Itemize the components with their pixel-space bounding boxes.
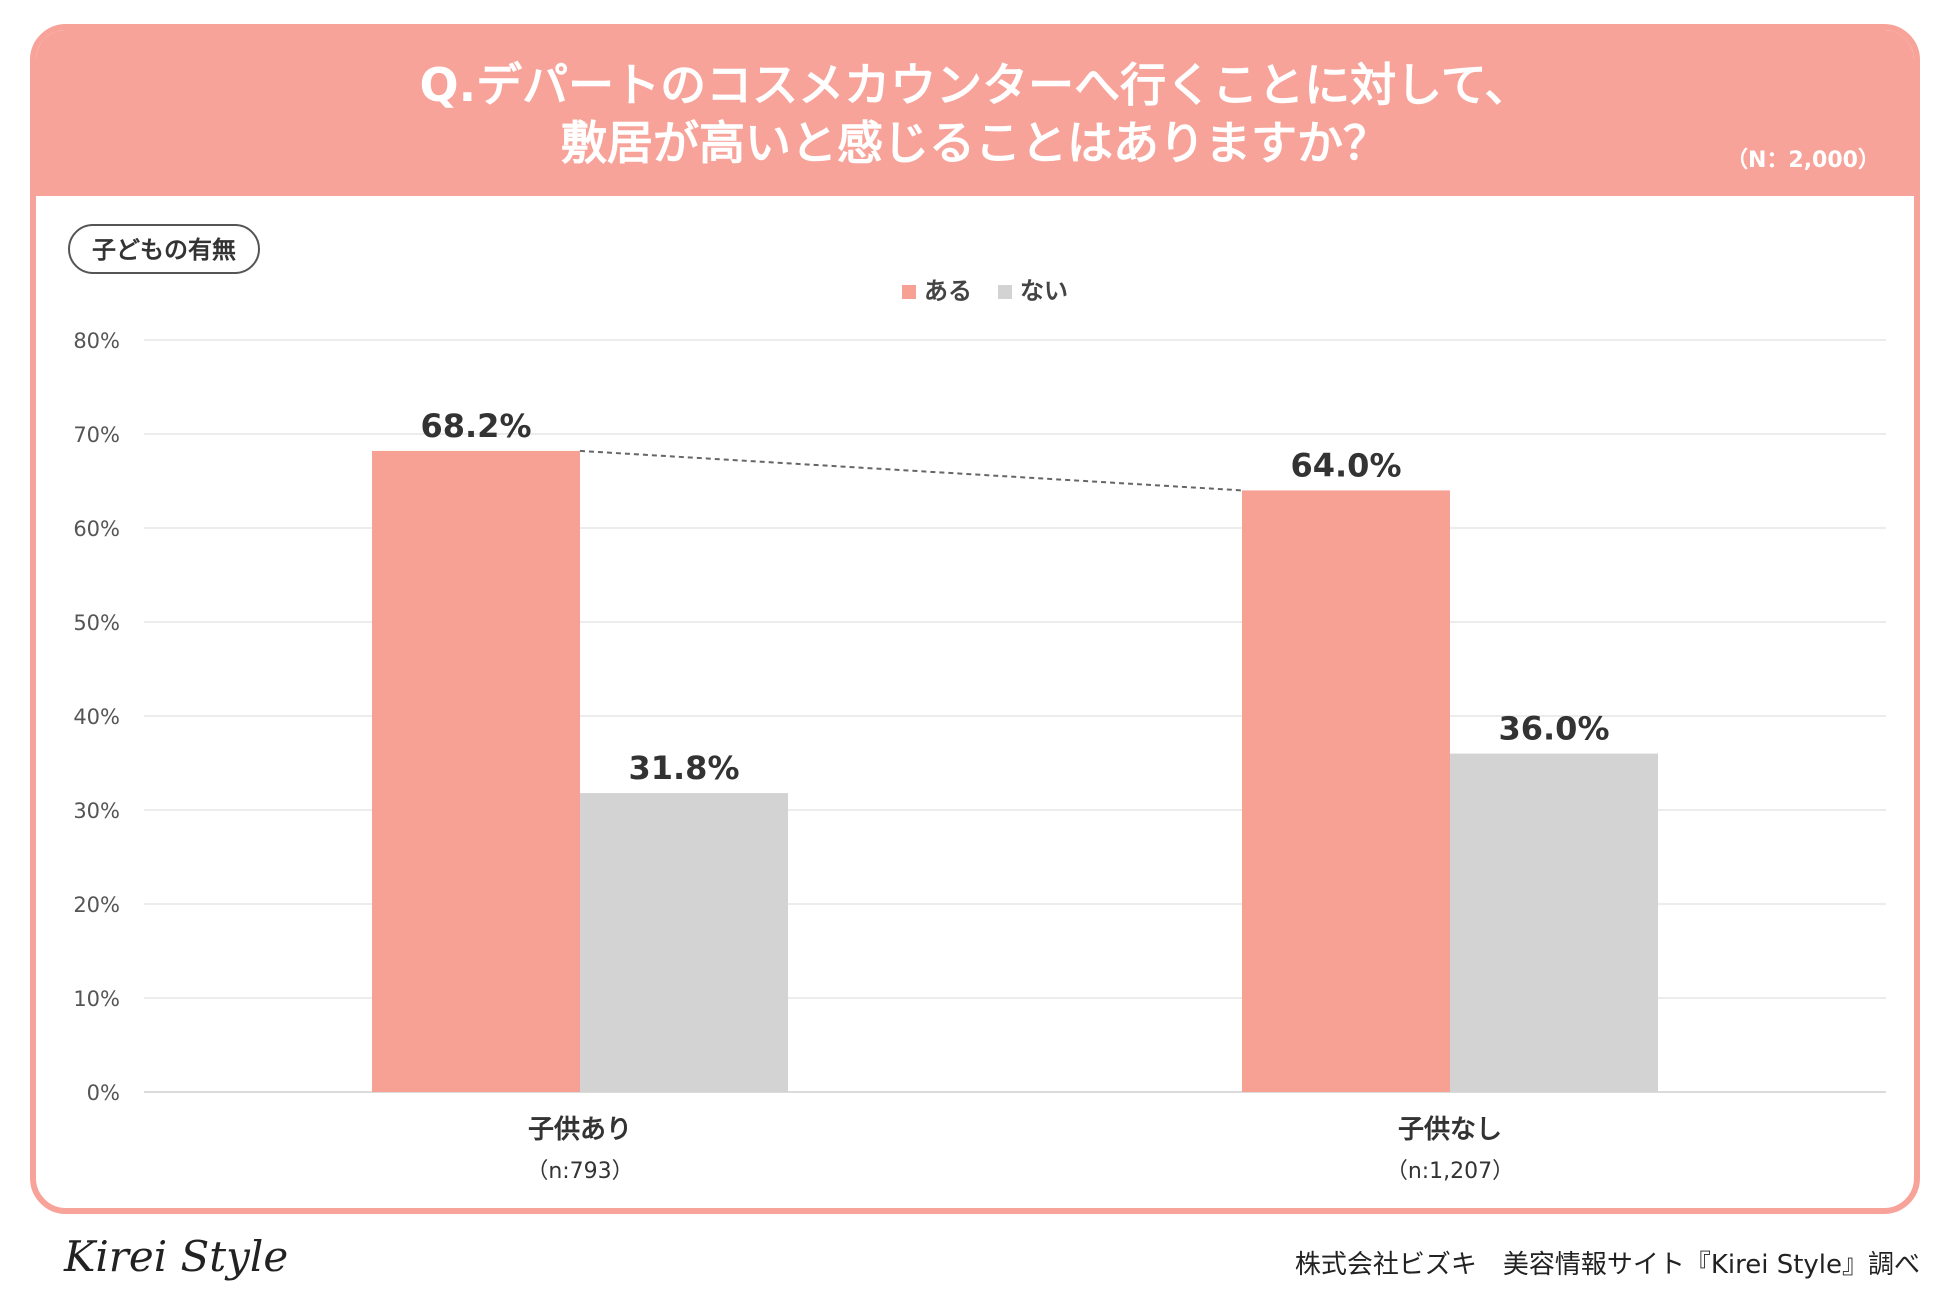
x-category-label: 子供あり bbox=[528, 1115, 632, 1145]
title-banner: Q.デパートのコスメカウンターへ行くことに対して、 敷居が高いと感じることはあり… bbox=[36, 30, 1914, 196]
data-label: 68.2% bbox=[420, 407, 531, 445]
data-label: 31.8% bbox=[628, 749, 739, 787]
bar bbox=[1450, 753, 1658, 1092]
segment-tag: 子どもの有無 bbox=[68, 224, 260, 274]
bar bbox=[580, 793, 788, 1092]
title-line-2: 敷居が高いと感じることはありますか？ bbox=[561, 116, 1389, 170]
data-label: 64.0% bbox=[1290, 446, 1401, 484]
y-tick-label: 20% bbox=[73, 893, 120, 917]
legend-label: ない bbox=[1020, 277, 1068, 305]
y-tick-label: 40% bbox=[73, 705, 120, 729]
x-category-label: 子供なし bbox=[1398, 1115, 1502, 1145]
legend-label: ある bbox=[924, 277, 972, 305]
title-line-1: Q.デパートのコスメカウンターへ行くことに対して、 bbox=[419, 58, 1531, 112]
legend-swatch bbox=[902, 285, 916, 299]
bar bbox=[1242, 490, 1450, 1092]
legend-swatch bbox=[998, 285, 1012, 299]
connector-line bbox=[579, 449, 1243, 492]
y-tick-label: 60% bbox=[73, 517, 120, 541]
y-tick-label: 50% bbox=[73, 611, 120, 635]
y-tick-label: 30% bbox=[73, 799, 120, 823]
x-category-note: （n:793） bbox=[526, 1159, 633, 1184]
y-tick-label: 0% bbox=[87, 1081, 120, 1105]
x-category-note: （n:1,207） bbox=[1386, 1159, 1514, 1184]
bar bbox=[372, 450, 580, 1092]
source-credit: 株式会社ビズキ 美容情報サイト『Kirei Style』調べ bbox=[1294, 1250, 1920, 1280]
brand-logo: Kirei Style bbox=[64, 1232, 289, 1281]
y-tick-label: 70% bbox=[73, 423, 120, 447]
y-tick-label: 80% bbox=[73, 329, 120, 353]
chart-title: Q.デパートのコスメカウンターへ行くことに対して、 敷居が高いと感じることはあり… bbox=[36, 56, 1914, 172]
y-tick-label: 10% bbox=[73, 987, 120, 1011]
chart-card: Q.デパートのコスメカウンターへ行くことに対して、 敷居が高いと感じることはあり… bbox=[30, 24, 1920, 1214]
data-label: 36.0% bbox=[1498, 710, 1609, 748]
sample-size-label: （N：2,000） bbox=[1725, 148, 1880, 173]
